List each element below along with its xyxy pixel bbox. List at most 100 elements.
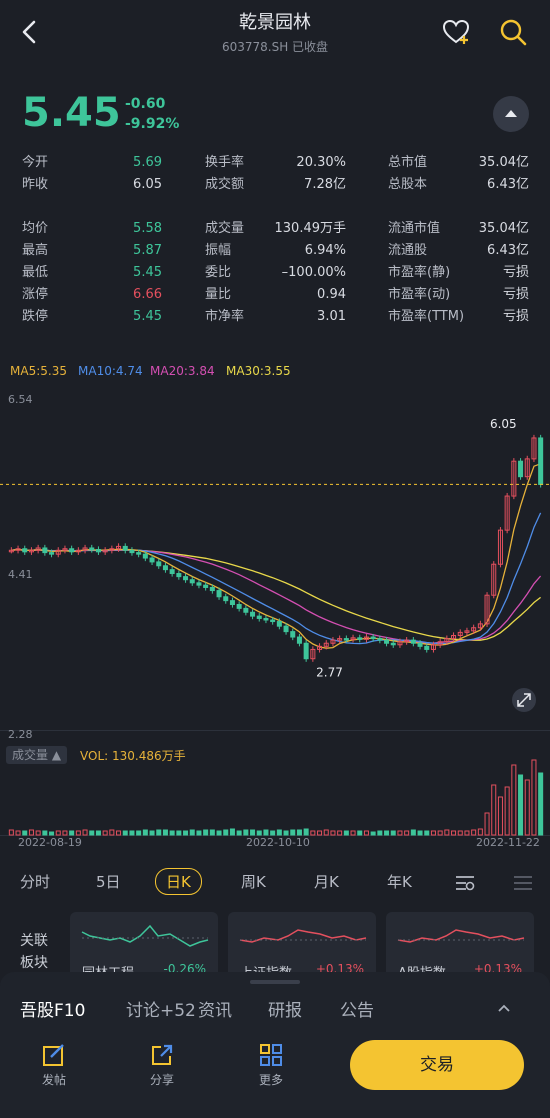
candle-body (511, 460, 517, 497)
y-tick-label: 2.28 (8, 728, 33, 741)
candle-body (129, 549, 135, 554)
y-tick-label: 4.41 (8, 568, 33, 581)
candle-body (49, 552, 55, 555)
candle-body (95, 549, 101, 553)
header: 乾景园林 603778.SH 已收盘 (0, 0, 550, 64)
stat-label: 流通股 (388, 243, 428, 258)
volume-indicator-selector[interactable]: 成交量 ▲ (6, 746, 68, 764)
candle-body (69, 548, 75, 553)
period-tab-5day[interactable]: 5日 (96, 873, 121, 891)
volume-bar (196, 830, 202, 836)
kline-chart[interactable]: 6.05 2.77 (0, 385, 550, 855)
chevron-up-icon[interactable] (494, 998, 514, 1018)
volume-bar (471, 829, 477, 836)
volume-bar (62, 830, 68, 836)
period-tab-yearly[interactable]: 年K (387, 873, 412, 891)
volume-bar (437, 830, 443, 836)
y-tick-label: 6.54 (8, 393, 33, 406)
volume-bar (531, 759, 537, 836)
volume-bar (8, 829, 14, 836)
volume-bar (162, 829, 168, 836)
volume-bar (363, 830, 369, 836)
related-value: +0.13% (315, 962, 364, 972)
volume-bar (518, 774, 524, 836)
chart-settings-icon[interactable] (512, 872, 534, 894)
collapse-quote-button[interactable] (493, 96, 529, 132)
volume-bar (424, 830, 430, 836)
volume-bar (69, 830, 75, 836)
candle-body (430, 644, 436, 650)
stat-label: 市盈率(动) (388, 287, 451, 302)
add-favorite-heart-icon[interactable] (440, 16, 472, 48)
volume-bar (256, 830, 262, 836)
volume-bar (270, 830, 276, 836)
candle-body (518, 460, 524, 478)
period-tab-weekly[interactable]: 周K (241, 873, 266, 891)
candle-body (290, 631, 296, 638)
candle-body (317, 645, 323, 650)
stat-value: 130.49万手 (274, 221, 347, 236)
related-card[interactable]: 上证指数 +0.13% (228, 912, 376, 972)
volume-bar (390, 830, 396, 836)
post-button[interactable]: 发帖 (24, 1042, 84, 1088)
volume-bar (263, 829, 269, 836)
tab-f10[interactable]: 吾股F10 (20, 1001, 86, 1021)
volume-bar (183, 830, 189, 836)
volume-bar (89, 830, 95, 836)
candle-body (136, 552, 142, 555)
ma30-label: MA30:3.55 (226, 364, 291, 378)
drag-handle[interactable] (250, 980, 300, 984)
period-tab-monthly[interactable]: 月K (314, 873, 339, 891)
tab-announcements[interactable]: 公告 (340, 1001, 374, 1021)
volume-bar (42, 830, 48, 836)
stat-label: 昨收 (22, 177, 49, 192)
related-card[interactable]: A股指数 +0.13% (386, 912, 534, 972)
trade-button[interactable]: 交易 (350, 1040, 524, 1090)
sparkline (239, 929, 367, 943)
stat-label: 市盈率(TTM) (388, 309, 465, 324)
candle-body (457, 631, 463, 636)
stat-value: 6.66 (133, 287, 162, 302)
related-card[interactable]: 园林工程 -0.26% (70, 912, 218, 972)
share-button[interactable]: 分享 (132, 1042, 192, 1088)
candle-body (162, 565, 168, 571)
volume-bar (370, 831, 376, 836)
volume-bar (176, 830, 182, 836)
search-icon[interactable] (497, 16, 529, 48)
related-value: -0.26% (163, 962, 206, 972)
tab-research[interactable]: 研报 (268, 1001, 302, 1021)
candle-body (524, 458, 530, 478)
indicator-settings-icon[interactable] (454, 872, 476, 894)
candle-body (229, 600, 235, 606)
tab-discussion[interactable]: 讨论+52 (126, 1001, 196, 1021)
period-tab-daily[interactable]: 日K (155, 868, 202, 895)
candle-body (89, 547, 95, 551)
candle-body (477, 623, 483, 629)
stock-code-status: 603778.SH 已收盘 (221, 40, 329, 54)
back-arrow-icon[interactable] (14, 16, 46, 48)
low-marker: 2.77 (316, 666, 343, 680)
volume-bar (417, 830, 423, 836)
tab-news[interactable]: 资讯 (198, 1001, 232, 1021)
stat-label: 市净率 (205, 309, 245, 324)
sparkline (81, 924, 209, 947)
volume-bar (216, 830, 222, 836)
candle-body (42, 547, 48, 554)
volume-value: VOL: 130.486万手 (80, 749, 186, 763)
date-label: 2022-11-22 (476, 836, 540, 849)
stat-value: 35.04亿 (478, 155, 529, 170)
volume-bar (303, 828, 309, 836)
candle-body (176, 573, 182, 578)
candle-body (337, 638, 343, 641)
volume-bar (49, 831, 55, 836)
date-label: 2022-08-19 (18, 836, 82, 849)
related-sectors-label: 关联板块 (20, 933, 48, 971)
stat-value: 亏损 (502, 309, 529, 324)
more-button[interactable]: 更多 (241, 1042, 301, 1088)
related-name: A股指数 (398, 962, 446, 972)
stat-value: 3.01 (317, 309, 346, 324)
volume-bar (203, 829, 209, 836)
candle-body (62, 548, 68, 551)
period-tab-intraday[interactable]: 分时 (20, 873, 51, 891)
candle-body (377, 638, 383, 641)
